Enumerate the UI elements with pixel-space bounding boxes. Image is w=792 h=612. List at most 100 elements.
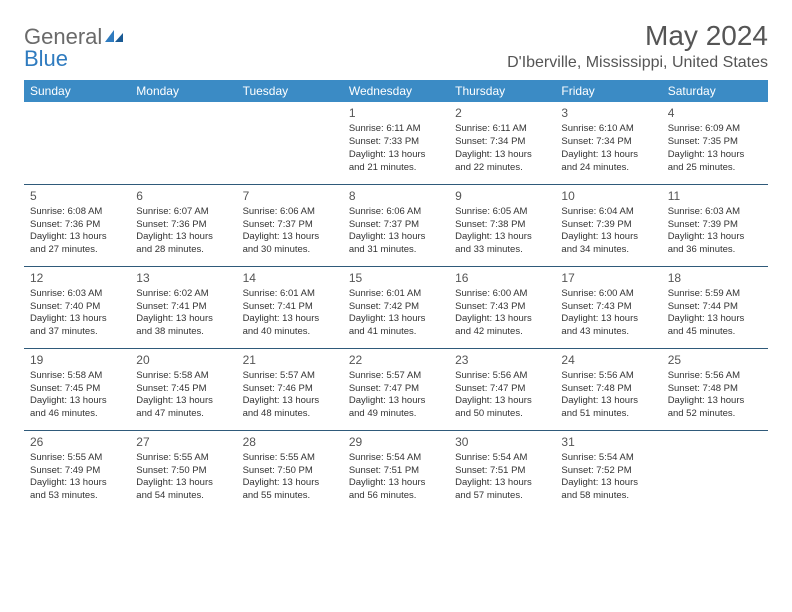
sunset-line: Sunset: 7:37 PM xyxy=(349,219,443,232)
sunrise-line: Sunrise: 6:09 AM xyxy=(668,123,762,136)
sunrise-line: Sunrise: 5:56 AM xyxy=(561,370,655,383)
sunrise-line: Sunrise: 6:04 AM xyxy=(561,206,655,219)
sunset-line: Sunset: 7:42 PM xyxy=(349,301,443,314)
day-cell: 22Sunrise: 5:57 AMSunset: 7:47 PMDayligh… xyxy=(343,348,449,430)
date-number: 10 xyxy=(561,188,655,204)
calendar-table: Sunday Monday Tuesday Wednesday Thursday… xyxy=(24,80,768,512)
weekday-header: Tuesday xyxy=(237,80,343,102)
sunrise-line: Sunrise: 6:06 AM xyxy=(349,206,443,219)
daylight-line: Daylight: 13 hours and 56 minutes. xyxy=(349,477,443,503)
day-cell: 26Sunrise: 5:55 AMSunset: 7:49 PMDayligh… xyxy=(24,430,130,512)
day-cell: 9Sunrise: 6:05 AMSunset: 7:38 PMDaylight… xyxy=(449,184,555,266)
sunrise-line: Sunrise: 6:10 AM xyxy=(561,123,655,136)
sunrise-line: Sunrise: 5:54 AM xyxy=(349,452,443,465)
daylight-line: Daylight: 13 hours and 51 minutes. xyxy=(561,395,655,421)
date-number: 9 xyxy=(455,188,549,204)
empty-cell xyxy=(24,102,130,184)
date-number: 30 xyxy=(455,434,549,450)
date-number: 2 xyxy=(455,105,549,121)
sunset-line: Sunset: 7:51 PM xyxy=(349,465,443,478)
daylight-line: Daylight: 13 hours and 36 minutes. xyxy=(668,231,762,257)
day-cell: 6Sunrise: 6:07 AMSunset: 7:36 PMDaylight… xyxy=(130,184,236,266)
page-header: GeneralBlue May 2024 D'Iberville, Missis… xyxy=(24,20,768,72)
sunset-line: Sunset: 7:52 PM xyxy=(561,465,655,478)
sunset-line: Sunset: 7:45 PM xyxy=(136,383,230,396)
sunrise-line: Sunrise: 6:08 AM xyxy=(30,206,124,219)
sunrise-line: Sunrise: 6:03 AM xyxy=(30,288,124,301)
daylight-line: Daylight: 13 hours and 49 minutes. xyxy=(349,395,443,421)
date-number: 17 xyxy=(561,270,655,286)
sunset-line: Sunset: 7:45 PM xyxy=(30,383,124,396)
day-cell: 19Sunrise: 5:58 AMSunset: 7:45 PMDayligh… xyxy=(24,348,130,430)
sunset-line: Sunset: 7:47 PM xyxy=(455,383,549,396)
calendar-row: 19Sunrise: 5:58 AMSunset: 7:45 PMDayligh… xyxy=(24,348,768,430)
sunrise-line: Sunrise: 5:58 AM xyxy=(30,370,124,383)
sunrise-line: Sunrise: 5:54 AM xyxy=(455,452,549,465)
sunrise-line: Sunrise: 5:57 AM xyxy=(349,370,443,383)
date-number: 1 xyxy=(349,105,443,121)
sunset-line: Sunset: 7:51 PM xyxy=(455,465,549,478)
day-cell: 16Sunrise: 6:00 AMSunset: 7:43 PMDayligh… xyxy=(449,266,555,348)
day-cell: 28 Sunrise: 5:55 AMSunset: 7:50 PMDayligh… xyxy=(237,430,343,512)
date-number: 28 xyxy=(243,434,337,450)
sunset-line: Sunset: 7:39 PM xyxy=(561,219,655,232)
empty-cell xyxy=(237,102,343,184)
date-number: 14 xyxy=(243,270,337,286)
daylight-line: Daylight: 13 hours and 52 minutes. xyxy=(668,395,762,421)
sunset-line: Sunset: 7:50 PM xyxy=(243,465,337,478)
day-cell: 1Sunrise: 6:11 AMSunset: 7:33 PMDaylight… xyxy=(343,102,449,184)
sunset-line: Sunset: 7:44 PM xyxy=(668,301,762,314)
weekday-header-row: Sunday Monday Tuesday Wednesday Thursday… xyxy=(24,80,768,102)
date-number: 5 xyxy=(30,188,124,204)
day-cell: 21Sunrise: 5:57 AMSunset: 7:46 PMDayligh… xyxy=(237,348,343,430)
date-number: 29 xyxy=(349,434,443,450)
logo: GeneralBlue xyxy=(24,20,126,70)
sunrise-line: Sunrise: 6:05 AM xyxy=(455,206,549,219)
daylight-line: Daylight: 13 hours and 50 minutes. xyxy=(455,395,549,421)
daylight-line: Daylight: 13 hours and 30 minutes. xyxy=(243,231,337,257)
sunrise-line: Sunrise: 6:01 AM xyxy=(243,288,337,301)
sunset-line: Sunset: 7:48 PM xyxy=(561,383,655,396)
weekday-header: Saturday xyxy=(662,80,768,102)
daylight-line: Daylight: 13 hours and 31 minutes. xyxy=(349,231,443,257)
empty-cell xyxy=(130,102,236,184)
sunrise-line: Sunrise: 6:03 AM xyxy=(668,206,762,219)
date-number: 26 xyxy=(30,434,124,450)
daylight-line: Daylight: 13 hours and 54 minutes. xyxy=(136,477,230,503)
empty-cell xyxy=(662,430,768,512)
sunrise-line: Sunrise: 5:55 AM xyxy=(243,452,337,465)
daylight-line: Daylight: 13 hours and 55 minutes. xyxy=(243,477,337,503)
daylight-line: Daylight: 13 hours and 21 minutes. xyxy=(349,149,443,175)
weekday-header: Thursday xyxy=(449,80,555,102)
weekday-header: Wednesday xyxy=(343,80,449,102)
sunrise-line: Sunrise: 5:58 AM xyxy=(136,370,230,383)
date-number: 11 xyxy=(668,188,762,204)
daylight-line: Daylight: 13 hours and 53 minutes. xyxy=(30,477,124,503)
weekday-header: Friday xyxy=(555,80,661,102)
sunrise-line: Sunrise: 5:55 AM xyxy=(30,452,124,465)
sunrise-line: Sunrise: 6:00 AM xyxy=(455,288,549,301)
date-number: 12 xyxy=(30,270,124,286)
sunrise-line: Sunrise: 6:02 AM xyxy=(136,288,230,301)
day-cell: 25Sunrise: 5:56 AMSunset: 7:48 PMDayligh… xyxy=(662,348,768,430)
daylight-line: Daylight: 13 hours and 41 minutes. xyxy=(349,313,443,339)
daylight-line: Daylight: 13 hours and 42 minutes. xyxy=(455,313,549,339)
sunrise-line: Sunrise: 5:56 AM xyxy=(668,370,762,383)
day-cell: 15Sunrise: 6:01 AMSunset: 7:42 PMDayligh… xyxy=(343,266,449,348)
date-number: 3 xyxy=(561,105,655,121)
date-number: 4 xyxy=(668,105,762,121)
date-number: 27 xyxy=(136,434,230,450)
day-cell: 3Sunrise: 6:10 AMSunset: 7:34 PMDaylight… xyxy=(555,102,661,184)
sunset-line: Sunset: 7:35 PM xyxy=(668,136,762,149)
sunset-line: Sunset: 7:43 PM xyxy=(455,301,549,314)
date-number: 18 xyxy=(668,270,762,286)
logo-word-blue: Blue xyxy=(24,46,68,71)
day-cell: 20Sunrise: 5:58 AMSunset: 7:45 PMDayligh… xyxy=(130,348,236,430)
day-cell: 12Sunrise: 6:03 AMSunset: 7:40 PMDayligh… xyxy=(24,266,130,348)
sunrise-line: Sunrise: 5:54 AM xyxy=(561,452,655,465)
daylight-line: Daylight: 13 hours and 58 minutes. xyxy=(561,477,655,503)
sunrise-line: Sunrise: 5:59 AM xyxy=(668,288,762,301)
sunset-line: Sunset: 7:36 PM xyxy=(136,219,230,232)
day-cell: 23Sunrise: 5:56 AMSunset: 7:47 PMDayligh… xyxy=(449,348,555,430)
daylight-line: Daylight: 13 hours and 38 minutes. xyxy=(136,313,230,339)
